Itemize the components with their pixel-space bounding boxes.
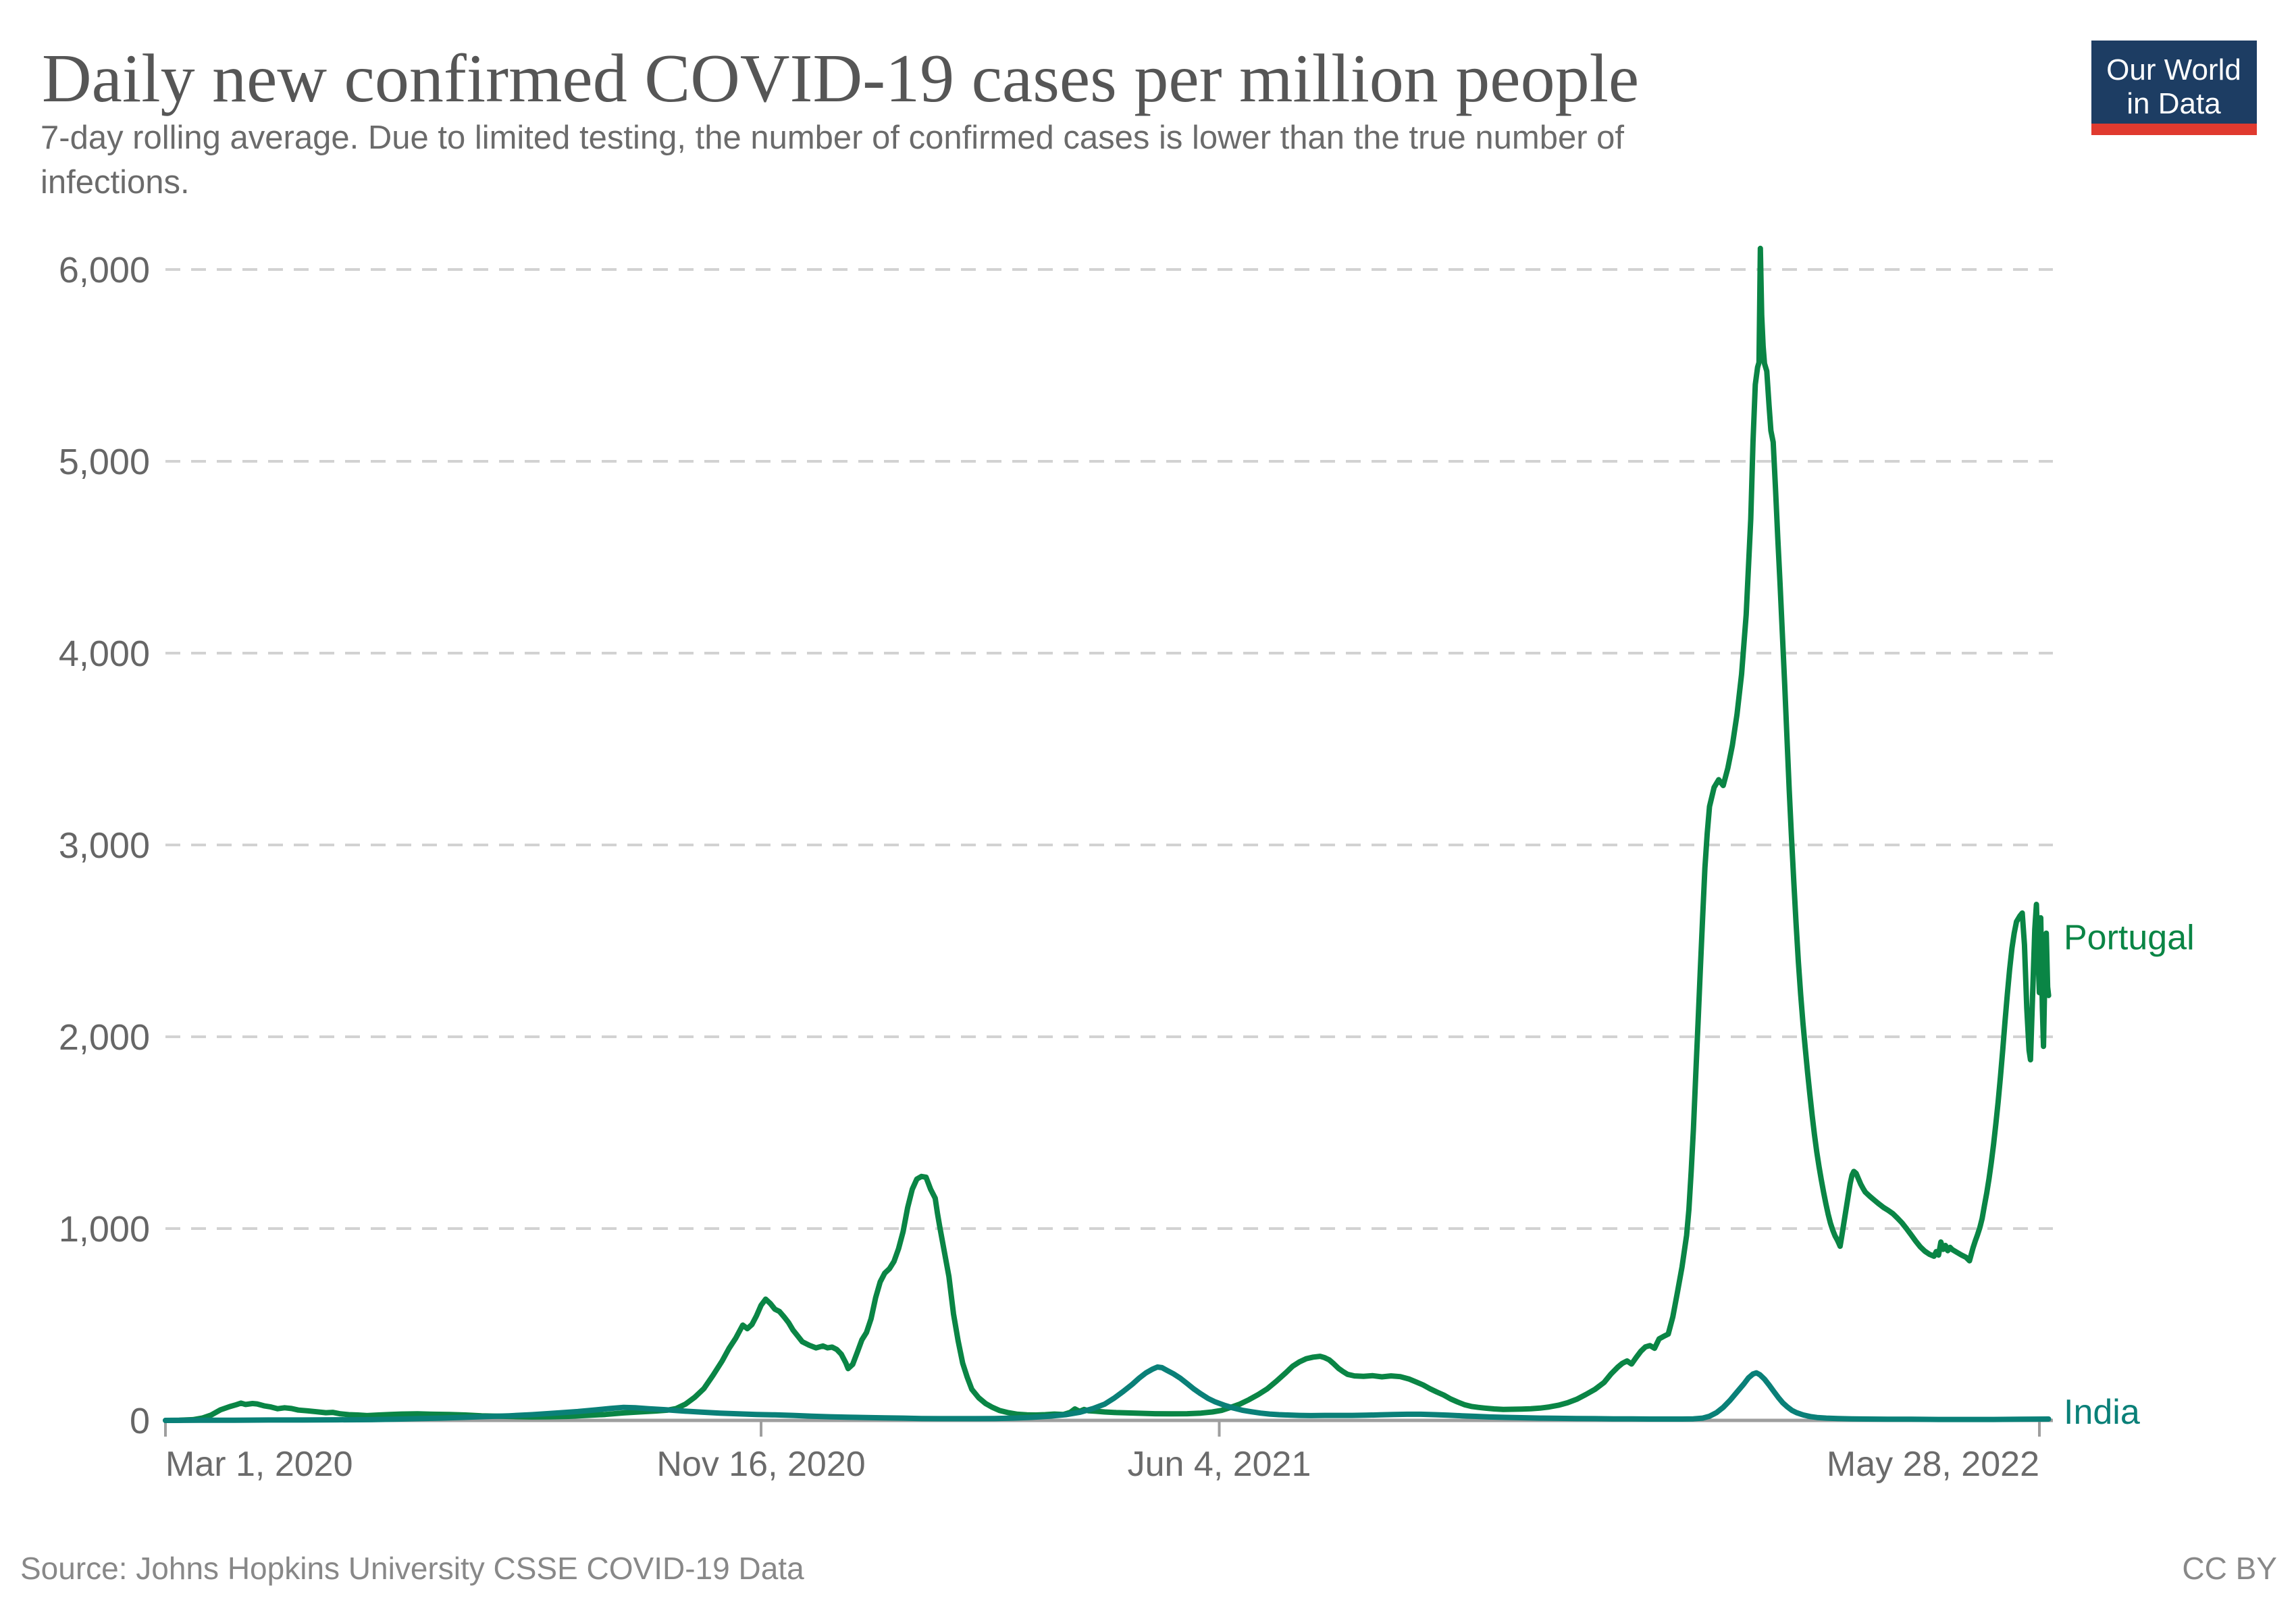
x-axis: Mar 1, 2020 Nov 16, 2020 Jun 4, 2021 May 28… xyxy=(164,1420,2041,1484)
y-tick-label-2,000: 2,000 xyxy=(59,1017,150,1058)
y-tick-label-0: 0 xyxy=(130,1401,150,1441)
y-tick-label-1,000: 1,000 xyxy=(59,1209,150,1250)
owid-logo[interactable]: Our World in Data xyxy=(2091,41,2257,135)
logo-background xyxy=(2091,41,2257,124)
license-link[interactable]: CC BY xyxy=(2182,1551,2277,1586)
y-tick-label-4,000: 4,000 xyxy=(59,634,150,674)
logo-red-bar xyxy=(2091,124,2257,135)
source-note: Source: Johns Hopkins University CSSE CO… xyxy=(20,1551,804,1586)
subtitle-line-1: 7-day rolling average. Due to limited te… xyxy=(41,120,1624,156)
y-axis-labels: 0 1,000 2,000 3,000 4,000 5,000 6,000 xyxy=(59,250,150,1441)
x-tick-label-May 28, 2022: May 28, 2022 xyxy=(1827,1445,2039,1484)
subtitle-line-2: infections. xyxy=(41,164,190,201)
logo-text-line-2: in Data xyxy=(2127,87,2221,120)
y-tick-label-5,000: 5,000 xyxy=(59,442,150,482)
line-india[interactable] xyxy=(163,1364,2052,1423)
x-tick-label-Nov 16, 2020: Nov 16, 2020 xyxy=(656,1445,865,1484)
page-title: Daily new confirmed COVID-19 cases per m… xyxy=(42,41,1639,117)
data-series xyxy=(163,245,2052,1423)
x-tick-label-Jun 4, 2021: Jun 4, 2021 xyxy=(1128,1445,1311,1484)
x-tick-label-Mar 1, 2020: Mar 1, 2020 xyxy=(165,1445,353,1484)
series-label-india[interactable]: India xyxy=(2064,1393,2140,1432)
y-tick-label-3,000: 3,000 xyxy=(59,825,150,866)
y-tick-label-6,000: 6,000 xyxy=(59,250,150,290)
series-label-portugal[interactable]: Portugal xyxy=(2064,918,2195,957)
gridlines xyxy=(165,268,2053,1422)
logo-text-line-1: Our World xyxy=(2106,53,2241,86)
line-portugal[interactable] xyxy=(163,245,2052,1423)
